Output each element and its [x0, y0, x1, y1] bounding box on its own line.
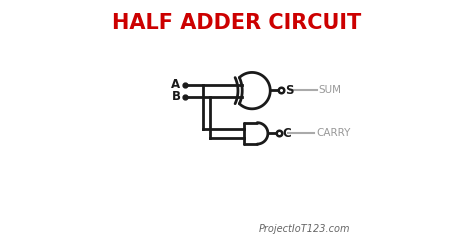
Text: B: B [172, 90, 181, 103]
Text: A: A [172, 78, 181, 91]
Text: HALF ADDER CIRCUIT: HALF ADDER CIRCUIT [112, 13, 362, 34]
Text: ProjectIoT123.com: ProjectIoT123.com [258, 224, 350, 234]
Text: SUM: SUM [319, 85, 341, 95]
Text: C: C [283, 127, 292, 140]
Text: CARRY: CARRY [316, 128, 350, 138]
Text: S: S [285, 84, 294, 97]
